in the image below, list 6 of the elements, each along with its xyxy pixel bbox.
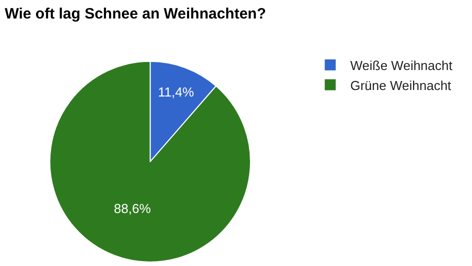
legend-label: Weiße Weihnacht xyxy=(350,58,453,73)
data-label: 11,4% xyxy=(158,84,194,100)
legend-label: Grüne Weihnacht xyxy=(350,78,452,93)
pie-slice xyxy=(49,60,251,262)
data-label: 88,6% xyxy=(114,201,152,216)
chart-title: Wie oft lag Schnee an Weihnachten? xyxy=(4,5,266,22)
